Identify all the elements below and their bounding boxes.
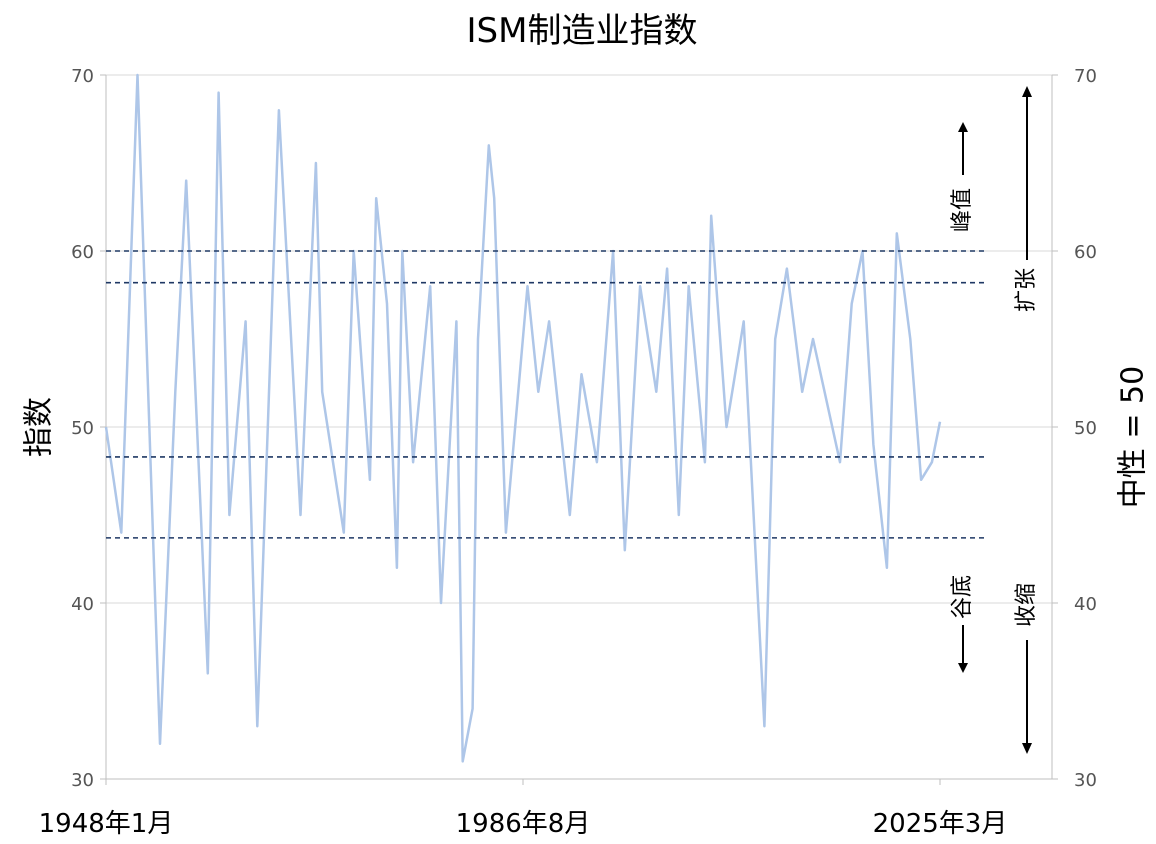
x-ticks: 1948年1月 1986年8月 2025年3月: [39, 779, 1008, 839]
x-tick-label-0: 1948年1月: [39, 809, 174, 839]
x-tick-label-2: 2025年3月: [873, 809, 1008, 839]
peak-label: 峰值: [950, 188, 975, 232]
left-tick-label-30: 30: [71, 770, 94, 791]
left-tick-label-40: 40: [71, 594, 94, 615]
ism-series-group: [104, 73, 942, 763]
right-tick-label-30: 30: [1074, 770, 1097, 791]
left-tick-label-50: 50: [71, 418, 94, 439]
right-tick-label-40: 40: [1074, 594, 1097, 615]
left-axis-label: 指数: [22, 397, 57, 457]
ism-line-0: [104, 73, 942, 763]
left-tick-label-60: 60: [71, 242, 94, 263]
trough-arrowhead: [958, 663, 968, 673]
right-axis-label: 中性 = 50: [1116, 366, 1151, 508]
right-y-ticks: 30 40 50 60 70: [1052, 66, 1097, 791]
left-y-ticks: 30 40 50 60 70: [71, 66, 106, 791]
x-tick-label-1: 1986年8月: [456, 809, 591, 839]
reference-lines: [106, 250, 988, 539]
expansion-arrowhead: [1022, 86, 1032, 97]
right-tick-label-60: 60: [1074, 242, 1097, 263]
left-tick-label-70: 70: [71, 66, 94, 87]
right-tick-label-70: 70: [1074, 66, 1097, 87]
contraction-label: 收缩: [1014, 583, 1039, 627]
chart-title: ISM制造业指数: [467, 11, 698, 51]
right-tick-label-50: 50: [1074, 418, 1097, 439]
contraction-arrowhead: [1022, 743, 1032, 754]
trough-label: 谷底: [950, 575, 975, 619]
peak-arrowhead: [958, 122, 968, 132]
expansion-label: 扩张: [1014, 268, 1039, 312]
